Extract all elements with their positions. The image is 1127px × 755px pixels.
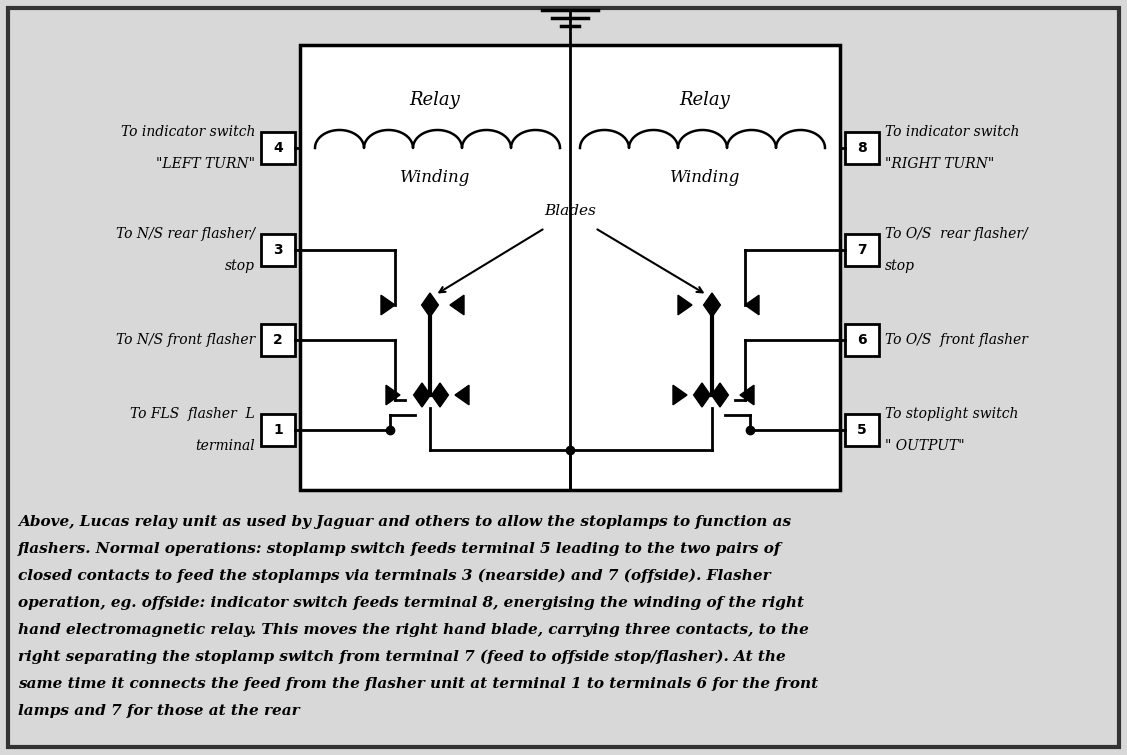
Text: 7: 7 bbox=[858, 243, 867, 257]
Text: 2: 2 bbox=[273, 333, 283, 347]
Text: 5: 5 bbox=[858, 423, 867, 437]
Bar bbox=[261, 414, 295, 446]
Polygon shape bbox=[432, 383, 449, 407]
Text: Winding: Winding bbox=[669, 170, 740, 186]
Polygon shape bbox=[455, 385, 469, 405]
Text: lamps and 7 for those at the rear: lamps and 7 for those at the rear bbox=[18, 704, 300, 718]
Text: " OUTPUT": " OUTPUT" bbox=[885, 439, 965, 453]
Polygon shape bbox=[693, 383, 710, 407]
Text: To stoplight switch: To stoplight switch bbox=[885, 407, 1019, 421]
Text: Above, Lucas relay unit as used by Jaguar and others to allow the stoplamps to f: Above, Lucas relay unit as used by Jagua… bbox=[18, 515, 791, 529]
Text: closed contacts to feed the stoplamps via terminals 3 (nearside) and 7 (offside): closed contacts to feed the stoplamps vi… bbox=[18, 569, 771, 584]
Polygon shape bbox=[381, 295, 394, 315]
Bar bbox=[261, 234, 295, 266]
Text: 1: 1 bbox=[273, 423, 283, 437]
Polygon shape bbox=[740, 385, 754, 405]
Text: 6: 6 bbox=[858, 333, 867, 347]
Text: To O/S  front flasher: To O/S front flasher bbox=[885, 333, 1028, 347]
Text: "RIGHT TURN": "RIGHT TURN" bbox=[885, 157, 994, 171]
Polygon shape bbox=[678, 295, 692, 315]
Text: To N/S front flasher: To N/S front flasher bbox=[116, 333, 255, 347]
Polygon shape bbox=[421, 293, 438, 317]
Text: operation, eg. offside: indicator switch feeds terminal 8, energising the windin: operation, eg. offside: indicator switch… bbox=[18, 596, 804, 610]
Text: 3: 3 bbox=[273, 243, 283, 257]
Text: stop: stop bbox=[885, 259, 915, 273]
Text: To O/S  rear flasher/: To O/S rear flasher/ bbox=[885, 227, 1028, 241]
Polygon shape bbox=[450, 295, 464, 315]
Text: To FLS  flasher  L: To FLS flasher L bbox=[131, 407, 255, 421]
Text: To indicator switch: To indicator switch bbox=[121, 125, 255, 139]
Text: 4: 4 bbox=[273, 141, 283, 155]
Bar bbox=[261, 132, 295, 164]
Polygon shape bbox=[673, 385, 687, 405]
Bar bbox=[845, 414, 879, 446]
Bar bbox=[845, 234, 879, 266]
Text: Relay: Relay bbox=[680, 91, 730, 109]
Text: flashers. Normal operations: stoplamp switch feeds terminal 5 leading to the two: flashers. Normal operations: stoplamp sw… bbox=[18, 542, 781, 556]
Bar bbox=[261, 324, 295, 356]
Text: To N/S rear flasher/: To N/S rear flasher/ bbox=[116, 227, 255, 241]
Text: Winding: Winding bbox=[400, 170, 470, 186]
Polygon shape bbox=[745, 295, 758, 315]
Polygon shape bbox=[387, 385, 400, 405]
Text: "LEFT TURN": "LEFT TURN" bbox=[156, 157, 255, 171]
Text: stop: stop bbox=[225, 259, 255, 273]
Text: right separating the stoplamp switch from terminal 7 (feed to offside stop/flash: right separating the stoplamp switch fro… bbox=[18, 650, 786, 664]
Text: To indicator switch: To indicator switch bbox=[885, 125, 1020, 139]
Bar bbox=[845, 324, 879, 356]
Text: terminal: terminal bbox=[195, 439, 255, 453]
Text: hand electromagnetic relay. This moves the right hand blade, carrying three cont: hand electromagnetic relay. This moves t… bbox=[18, 623, 809, 637]
Text: Relay: Relay bbox=[409, 91, 460, 109]
Polygon shape bbox=[414, 383, 431, 407]
Text: 8: 8 bbox=[858, 141, 867, 155]
Bar bbox=[845, 132, 879, 164]
Text: same time it connects the feed from the flasher unit at terminal 1 to terminals : same time it connects the feed from the … bbox=[18, 677, 818, 691]
Bar bbox=[300, 45, 840, 490]
Polygon shape bbox=[703, 293, 720, 317]
Polygon shape bbox=[711, 383, 728, 407]
Text: Blades: Blades bbox=[544, 204, 596, 218]
